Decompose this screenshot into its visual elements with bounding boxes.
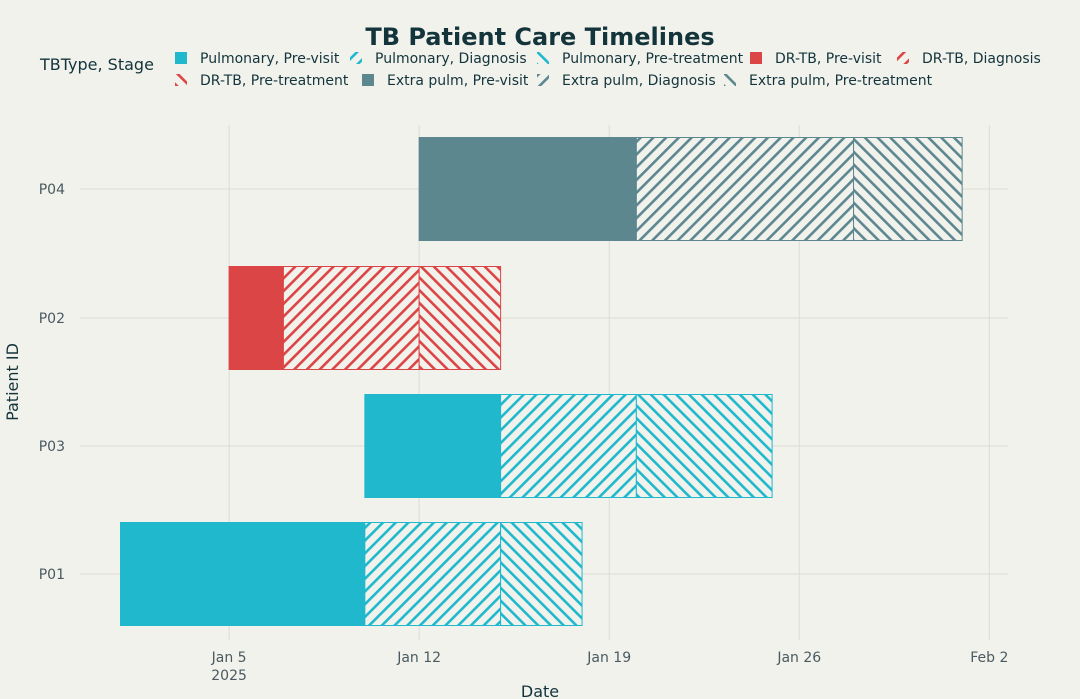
legend-label: Extra pulm, Pre-treatment	[749, 73, 933, 89]
chart-title: TB Patient Care Timelines	[365, 23, 714, 51]
legend-label: Pulmonary, Pre-treatment	[562, 51, 744, 67]
bar-p03-pre-treatment	[635, 394, 773, 498]
y-tick-label-p01: P01	[39, 567, 65, 583]
legend-item-extra-pulm-diagnosis[interactable]: Extra pulm, Diagnosis	[537, 73, 716, 89]
legend-label: Pulmonary, Diagnosis	[375, 51, 527, 67]
legend-label: DR-TB, Pre-visit	[775, 51, 882, 67]
legend-swatch	[175, 74, 187, 86]
x-tick-label-jan-26: Jan 26	[776, 650, 821, 666]
legend: Pulmonary, Pre-visit Pulmonary, Diagnosis…	[175, 51, 1041, 89]
legend-item-dr-tb-pre-treatment[interactable]: DR-TB, Pre-treatment	[175, 73, 349, 89]
x-axis-title: Date	[521, 682, 559, 699]
y-tick-label-p02: P02	[39, 311, 65, 327]
legend-item-extra-pulm-pre-treatment[interactable]: Extra pulm, Pre-treatment	[724, 73, 933, 89]
x-axis-ticks: Jan 5 2025 Jan 12 Jan 19 Jan 26 Feb 2	[211, 650, 1009, 684]
bar-p04-pre-treatment	[853, 137, 963, 241]
bar-p01-pre-treatment	[500, 522, 583, 626]
x-tick-label-jan-19: Jan 19	[586, 650, 631, 666]
y-tick-label-p03: P03	[39, 439, 65, 455]
y-axis-ticks: P01 P03 P02 P04	[39, 182, 65, 583]
bar-p01-pre-visit	[120, 522, 366, 626]
bar-p04-pre-visit	[418, 137, 637, 241]
legend-label: DR-TB, Pre-treatment	[200, 73, 349, 89]
legend-label: DR-TB, Diagnosis	[922, 51, 1041, 67]
legend-label: Extra pulm, Pre-visit	[387, 73, 529, 89]
bars	[120, 137, 963, 626]
bar-p02-pre-visit	[228, 266, 284, 370]
bar-p01-diagnosis	[364, 522, 502, 626]
bar-p03-pre-visit	[364, 394, 502, 498]
legend-swatch	[537, 52, 549, 64]
bar-p02-pre-treatment	[418, 266, 502, 370]
x-tick-label-jan-5: Jan 5	[211, 650, 247, 666]
bar-p02-diagnosis	[282, 266, 420, 370]
legend-swatch	[537, 74, 549, 86]
legend-item-pulmonary-pre-treatment[interactable]: Pulmonary, Pre-treatment	[537, 51, 744, 67]
legend-item-extra-pulm-pre-visit[interactable]: Extra pulm, Pre-visit	[362, 73, 529, 89]
bar-p03-diagnosis	[500, 394, 637, 498]
legend-swatch	[362, 74, 374, 86]
legend-item-pulmonary-pre-visit[interactable]: Pulmonary, Pre-visit	[175, 51, 340, 67]
legend-item-pulmonary-diagnosis[interactable]: Pulmonary, Diagnosis	[350, 51, 527, 67]
x-tick-label-feb-2: Feb 2	[970, 650, 1008, 666]
legend-swatch	[897, 52, 909, 64]
legend-swatch	[724, 74, 736, 86]
legend-item-dr-tb-diagnosis[interactable]: DR-TB, Diagnosis	[897, 51, 1041, 67]
legend-title: TBType, Stage	[39, 55, 154, 74]
legend-swatch	[350, 52, 362, 64]
y-axis-title: Patient ID	[3, 343, 22, 421]
bar-p04-diagnosis	[635, 137, 855, 241]
legend-swatch	[750, 52, 762, 64]
legend-swatch	[175, 52, 187, 64]
legend-label: Pulmonary, Pre-visit	[200, 51, 340, 67]
legend-label: Extra pulm, Diagnosis	[562, 73, 716, 89]
legend-item-dr-tb-pre-visit[interactable]: DR-TB, Pre-visit	[750, 51, 882, 67]
x-tick-label-jan-12: Jan 12	[396, 650, 441, 666]
y-tick-label-p04: P04	[39, 182, 65, 198]
x-tick-sublabel: 2025	[211, 668, 247, 684]
